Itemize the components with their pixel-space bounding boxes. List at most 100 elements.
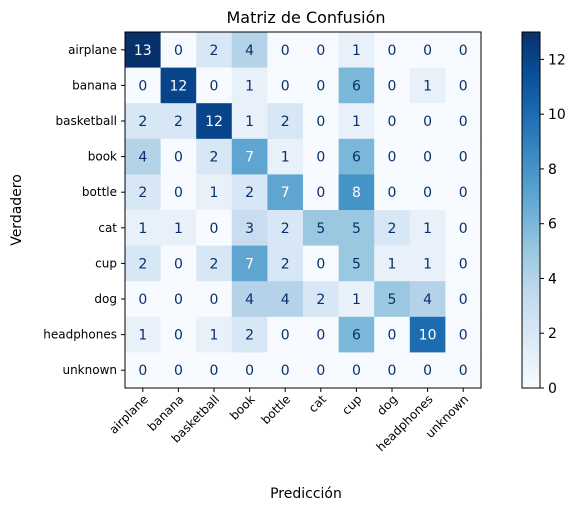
heatmap-cell bbox=[338, 32, 375, 69]
cell-value-label: 8 bbox=[352, 185, 361, 201]
colorbar-frame bbox=[521, 31, 541, 389]
heatmap-cell bbox=[374, 281, 411, 318]
x-tick-label: cat bbox=[306, 392, 329, 415]
cell-value-label: 0 bbox=[138, 363, 147, 379]
cell-value-label: 0 bbox=[316, 363, 325, 379]
heatmap-cell bbox=[196, 352, 233, 389]
heatmap-cell bbox=[445, 281, 482, 318]
y-tick-label: airplane bbox=[68, 43, 117, 57]
heatmap-cell bbox=[160, 103, 197, 140]
heatmap-cell bbox=[338, 281, 375, 318]
y-tick-label: bottle bbox=[82, 185, 117, 199]
cell-value-label: 5 bbox=[352, 221, 361, 237]
cell-value-label: 0 bbox=[281, 328, 290, 344]
cell-value-label: 2 bbox=[138, 185, 147, 201]
heatmap-cell bbox=[231, 316, 268, 353]
heatmap-cell bbox=[125, 174, 162, 211]
y-tick-label: headphones bbox=[43, 328, 117, 342]
cell-value-label: 0 bbox=[423, 363, 432, 379]
cell-value-label: 0 bbox=[281, 78, 290, 94]
cell-value-label: 1 bbox=[423, 78, 432, 94]
cell-value-label: 1 bbox=[210, 328, 219, 344]
cell-value-label: 0 bbox=[138, 78, 147, 94]
heatmap-cell bbox=[303, 210, 340, 247]
cell-value-label: 0 bbox=[352, 363, 361, 379]
heatmap-cell bbox=[338, 103, 375, 140]
y-tick-label: book bbox=[88, 150, 117, 164]
cell-value-label: 0 bbox=[210, 363, 219, 379]
cell-value-label: 1 bbox=[174, 221, 183, 237]
heatmap-cell bbox=[160, 32, 197, 69]
cell-value-label: 1 bbox=[245, 78, 254, 94]
cell-value-label: 1 bbox=[388, 256, 397, 272]
heatmap-cell bbox=[409, 32, 446, 69]
cell-value-label: 1 bbox=[210, 185, 219, 201]
heatmap-cell bbox=[374, 352, 411, 389]
cell-value-label: 0 bbox=[459, 363, 468, 379]
cell-value-label: 0 bbox=[423, 43, 432, 59]
heatmap-cell bbox=[267, 174, 304, 211]
cell-value-label: 1 bbox=[138, 221, 147, 237]
cell-value-label: 0 bbox=[388, 185, 397, 201]
cell-value-label: 1 bbox=[352, 114, 361, 130]
cell-value-label: 2 bbox=[388, 221, 397, 237]
cell-value-label: 7 bbox=[245, 256, 254, 272]
cell-value-label: 0 bbox=[388, 150, 397, 166]
colorbar-tick-label: 2 bbox=[548, 326, 557, 342]
cell-value-label: 5 bbox=[316, 221, 325, 237]
cell-value-label: 0 bbox=[174, 328, 183, 344]
heatmap-cell bbox=[267, 32, 304, 69]
colorbar-ticks: 0 2 4 6 8 10 12 bbox=[540, 52, 566, 397]
heatmap-cell bbox=[125, 245, 162, 282]
cell-value-label: 0 bbox=[459, 256, 468, 272]
cell-value-label: 0 bbox=[245, 363, 254, 379]
y-tick-label: unknown bbox=[62, 363, 117, 377]
cell-value-label: 2 bbox=[138, 256, 147, 272]
heatmap-cell bbox=[409, 245, 446, 282]
x-tick-label: airplane bbox=[106, 392, 150, 436]
heatmap-cell bbox=[409, 210, 446, 247]
heatmap-cell bbox=[338, 352, 375, 389]
heatmap-cell bbox=[445, 103, 482, 140]
x-tick-label: cup bbox=[339, 392, 364, 417]
cell-value-label: 0 bbox=[316, 43, 325, 59]
heatmap-cell-labels: 13 0 2 4 0 0 1 0 0 00 12 0 1 0 0 6 0 1 02 2 12 1 2 0 1 0 0 04 0 2 7 1 0 6… bbox=[134, 43, 468, 379]
heatmap-cell bbox=[160, 174, 197, 211]
heatmap-cell bbox=[303, 281, 340, 318]
heatmap-cell bbox=[196, 281, 233, 318]
cell-value-label: 0 bbox=[388, 78, 397, 94]
cell-value-label: 3 bbox=[245, 221, 254, 237]
heatmap-cell bbox=[125, 67, 162, 104]
cell-value-label: 0 bbox=[210, 221, 219, 237]
cell-value-label: 0 bbox=[174, 363, 183, 379]
heatmap-cell bbox=[267, 138, 304, 175]
cell-value-label: 0 bbox=[423, 185, 432, 201]
x-tick-label: bottle bbox=[259, 392, 294, 427]
heatmap-cell bbox=[196, 138, 233, 175]
heatmap-cell bbox=[160, 67, 197, 104]
cell-value-label: 0 bbox=[174, 150, 183, 166]
cell-value-label: 0 bbox=[316, 150, 325, 166]
heatmap-cell bbox=[374, 210, 411, 247]
cell-value-label: 0 bbox=[174, 256, 183, 272]
heatmap-cell bbox=[196, 316, 233, 353]
cell-value-label: 4 bbox=[245, 292, 254, 308]
colorbar bbox=[522, 32, 540, 388]
heatmap-cell bbox=[445, 138, 482, 175]
heatmap-cell bbox=[445, 352, 482, 389]
heatmap-cell bbox=[374, 32, 411, 69]
heatmap-cell bbox=[267, 245, 304, 282]
heatmap-cell bbox=[231, 352, 268, 389]
cell-value-label: 1 bbox=[352, 292, 361, 308]
heatmap-cell bbox=[196, 32, 233, 69]
cell-value-label: 0 bbox=[459, 114, 468, 130]
cell-value-label: 2 bbox=[245, 185, 254, 201]
heatmap-cell bbox=[374, 67, 411, 104]
heatmap-cell bbox=[231, 174, 268, 211]
cell-value-label: 12 bbox=[169, 78, 187, 94]
heatmap-cell bbox=[267, 67, 304, 104]
cell-value-label: 0 bbox=[138, 292, 147, 308]
heatmap-cell bbox=[125, 281, 162, 318]
